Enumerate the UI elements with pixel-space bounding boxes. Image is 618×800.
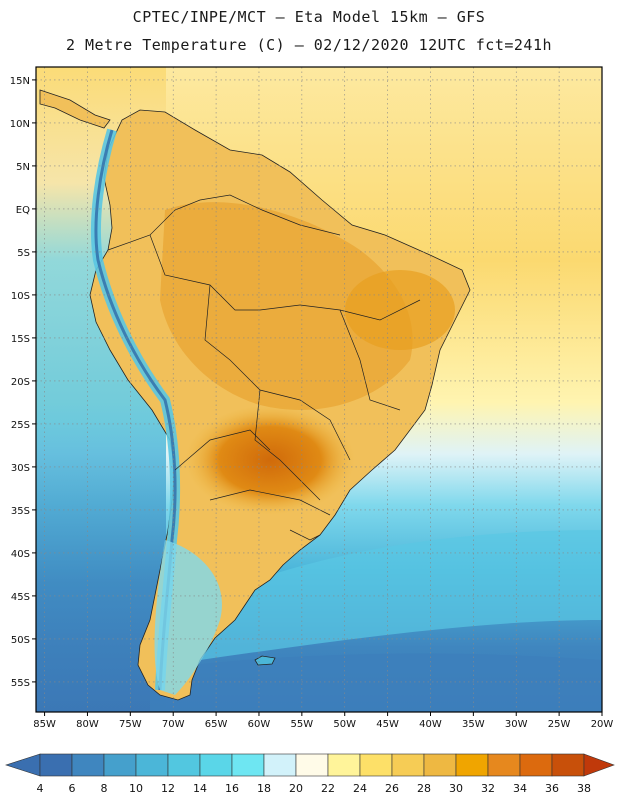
colorbar-right-arrow (583, 753, 615, 777)
colorbar-segment (263, 753, 297, 777)
colorbar-label: 16 (225, 782, 239, 795)
colorbar-segment (103, 753, 137, 777)
lat-tick-label: 40S (11, 549, 30, 560)
colorbar-segment (359, 753, 393, 777)
colorbar: 4 6 8 10 12 14 16 18 20 22 24 26 28 30 32 34 36 38 (5, 753, 615, 795)
lon-tick-label: 45W (376, 719, 399, 730)
map-title-line1: CPTEC/INPE/MCT – Eta Model 15km – GFS (132, 8, 486, 26)
colorbar-segment (135, 753, 169, 777)
map-frame (35, 66, 603, 713)
lon-tick-label: 65W (205, 719, 228, 730)
colorbar-segment (295, 753, 329, 777)
colorbar-segment (71, 753, 105, 777)
lon-tick-label: 60W (248, 719, 271, 730)
lat-tick-label: EQ (16, 205, 30, 216)
colorbar-label: 18 (257, 782, 271, 795)
colorbar-segment (167, 753, 201, 777)
lat-tick-label: 5S (17, 248, 30, 259)
country-borders (107, 194, 421, 541)
lon-tick-label: 50W (333, 719, 356, 730)
colorbar-label: 36 (545, 782, 559, 795)
colorbar-label: 28 (417, 782, 431, 795)
colorbar-label: 22 (321, 782, 335, 795)
lon-tick-label: 20W (591, 719, 614, 730)
colorbar-label: 32 (481, 782, 495, 795)
colorbar-segment (423, 753, 457, 777)
colorbar-label: 6 (69, 782, 76, 795)
colorbar-label: 4 (37, 782, 44, 795)
colorbar-segment (327, 753, 361, 777)
colorbar-segment (487, 753, 521, 777)
lat-tick-label: 20S (11, 377, 30, 388)
colorbar-segment (231, 753, 265, 777)
lon-tick-label: 75W (119, 719, 142, 730)
colorbar-segment (391, 753, 425, 777)
lon-tick-label: 70W (162, 719, 185, 730)
colorbar-segment (39, 753, 73, 777)
lon-tick-label: 40W (419, 719, 442, 730)
colorbar-label: 12 (161, 782, 175, 795)
temperature-map: 85W 80W 75W 70W 65W 60W 55W 50W 45W 40W 35W 30W 25W 2… (10, 66, 614, 730)
lat-tick-label: 10S (11, 291, 30, 302)
colorbar-label: 26 (385, 782, 399, 795)
lon-tick-label: 80W (76, 719, 99, 730)
colorbar-segment (199, 753, 233, 777)
colorbar-segment (455, 753, 489, 777)
lat-tick-label: 15N (10, 76, 30, 87)
lat-tick-label: 30S (11, 463, 30, 474)
map-title-line2: 2 Metre Temperature (C) – 02/12/2020 12U… (65, 36, 553, 54)
colorbar-label: 30 (449, 782, 463, 795)
lon-tick-label: 85W (33, 719, 56, 730)
colorbar-label: 10 (129, 782, 143, 795)
colorbar-left-arrow (5, 753, 41, 777)
lat-tick-label: 15S (11, 334, 30, 345)
colorbar-segment (551, 753, 585, 777)
lon-tick-label: 30W (505, 719, 528, 730)
lat-tick-label: 35S (11, 506, 30, 517)
colorbar-label: 8 (101, 782, 108, 795)
hot-core-region (185, 405, 355, 515)
lat-tick-label: 5N (16, 162, 30, 173)
lat-tick-label: 45S (11, 592, 30, 603)
colorbar-label: 24 (353, 782, 367, 795)
lat-tick-label: 10N (10, 119, 30, 130)
colorbar-label: 14 (193, 782, 207, 795)
colorbar-segment (519, 753, 553, 777)
lon-tick-label: 35W (462, 719, 485, 730)
lat-tick-label: 25S (11, 420, 30, 431)
lon-tick-label: 55W (291, 719, 314, 730)
colorbar-label: 34 (513, 782, 527, 795)
colorbar-label: 20 (289, 782, 303, 795)
lat-tick-label: 50S (11, 635, 30, 646)
lat-tick-label: 55S (11, 678, 30, 689)
lon-tick-label: 25W (548, 719, 571, 730)
map-field (36, 67, 602, 712)
colorbar-label: 38 (577, 782, 591, 795)
